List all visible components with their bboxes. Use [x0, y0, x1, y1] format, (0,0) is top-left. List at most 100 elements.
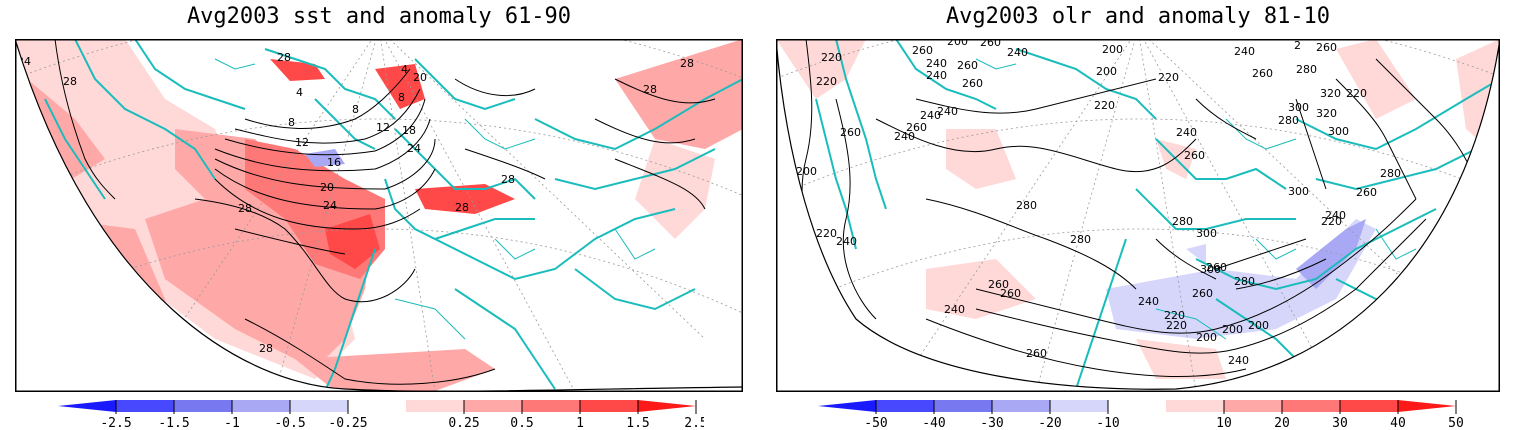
coastlines: [44, 39, 743, 392]
olr-colorbar-color-bin: [1282, 400, 1340, 412]
anomaly-region: [776, 39, 866, 99]
sst-colorbar-tick-label: 1: [576, 416, 584, 430]
sst-colorbar-tick-label: -0.25: [328, 416, 367, 430]
olr-colorbar-tick-label: -40: [922, 416, 945, 430]
contour-label: 220: [1094, 99, 1115, 112]
contour-label: 4: [296, 86, 303, 99]
contour-label: 200: [1096, 65, 1117, 78]
sst-colorbar-color-bin: [348, 400, 406, 412]
olr-colorbar: -50 -40 -30 -20 -10 10 20 30 40 50: [818, 400, 1464, 430]
sst-contours: [15, 39, 716, 385]
anomaly-region: [295, 349, 495, 391]
sst-colorbar-arrow-high: [638, 400, 696, 412]
contour-label: 260: [1184, 149, 1205, 162]
sst-colorbar-tick-label: 0.25: [448, 416, 479, 430]
contour-label: 200: [947, 39, 968, 48]
olr-colorbar-color-bin: [1224, 400, 1282, 412]
contour-label: 200: [1102, 43, 1123, 56]
anomaly-region: [375, 64, 425, 109]
contour-label: 260: [1356, 186, 1377, 199]
sst-anomaly-map: 24 28 28 28 4 4 8 8 8 12 12 16 20 24 28 …: [15, 39, 743, 392]
sst-colorbar-tick-label: 2.5: [684, 416, 704, 430]
contour-label: 240: [1007, 46, 1028, 59]
contour-label: 24: [407, 142, 421, 155]
sst-colorbar-arrow-low: [58, 400, 116, 412]
olr-colorbar-color-bin: [1108, 400, 1166, 412]
contour-label: 20: [413, 71, 427, 84]
sst-contour-labels: 24 28 28 28 4 4 8 8 8 12 12 16 20 24 28 …: [17, 51, 694, 355]
sst-colorbar-color-bin: [464, 400, 522, 412]
sst-colorbar-tick-label: -2.5: [100, 416, 131, 430]
contour-label: 8: [288, 116, 295, 129]
contour-label: 220: [821, 51, 842, 64]
anomaly-region: [1296, 219, 1366, 289]
contour-label: 240: [1138, 295, 1159, 308]
olr-colorbar-tick-label: -10: [1096, 416, 1119, 430]
right-map-title: Avg2003 olr and anomaly 81-10: [945, 4, 1331, 29]
contour-label: 240: [1234, 45, 1255, 58]
contour-label: 260: [1000, 287, 1021, 300]
anomaly-region: [1186, 244, 1206, 264]
left-map-title: Avg2003 sst and anomaly 61-90: [186, 4, 572, 29]
contour-label: 28: [238, 202, 252, 215]
contour-label: 300: [1196, 227, 1217, 240]
olr-colorbar-tick-label: -50: [864, 416, 887, 430]
sst-colorbar-tick-label: -0.5: [274, 416, 305, 430]
contour-label: 240: [937, 105, 958, 118]
contour-label: 260: [906, 121, 927, 134]
contour-label: 280: [1016, 199, 1037, 212]
contour-label: 300: [1288, 185, 1309, 198]
contour-label: 2: [1294, 39, 1301, 52]
contour-label: 28: [501, 173, 515, 186]
olr-colorbar-tick-label: 20: [1274, 416, 1290, 430]
olr-anomaly-map: 220 260 200 240 260 200 240 260 2 260 24…: [776, 39, 1500, 392]
anomaly-region: [145, 129, 375, 369]
anomaly-region: [946, 129, 1016, 189]
contour-label: 260: [1206, 261, 1227, 274]
contour-label: 8: [352, 103, 359, 116]
contour-label: 220: [1166, 319, 1187, 332]
sst-colorbar-color-bin: [580, 400, 638, 412]
contour-label: 220: [816, 227, 837, 240]
contour-label: 260: [988, 278, 1009, 291]
sst-colorbar: -2.5 -1.5 -1 -0.5 -0.25 0.25 0.5 1 1.5 2.5: [58, 400, 704, 430]
olr-colorbar-color-bin: [876, 400, 934, 412]
contour-label: 240: [926, 69, 947, 82]
contour-label: 320: [1316, 107, 1337, 120]
anomaly-region: [415, 184, 515, 214]
olr-contours: [801, 39, 1477, 377]
olr-colorbar-tick-label: -30: [980, 416, 1003, 430]
contour-label: 280: [1172, 215, 1193, 228]
sst-colorbar-color-bin: [406, 400, 464, 412]
sst-colorbar-color-bin: [116, 400, 174, 412]
contour-label: 260: [980, 39, 1001, 49]
sst-colorbar-color-bin: [290, 400, 348, 412]
sst-colorbar-tick-label: 1.5: [626, 416, 649, 430]
contour-label: 260: [1252, 67, 1273, 80]
contour-label: 260: [912, 44, 933, 57]
contour-label: 200: [1196, 331, 1217, 344]
contour-label: 240: [1176, 126, 1197, 139]
contour-label: 28: [277, 51, 291, 64]
anomaly-region: [305, 149, 345, 167]
contour-label: 28: [63, 75, 77, 88]
contour-label: 240: [1325, 209, 1346, 222]
olr-colorbar-color-bin: [934, 400, 992, 412]
coastlines: [815, 39, 1500, 390]
sst-colorbar-color-bin: [232, 400, 290, 412]
contour-label: 12: [295, 136, 309, 149]
contour-label: 320: [1320, 87, 1341, 100]
contour-label: 260: [840, 126, 861, 139]
contour-label: 260: [1026, 347, 1047, 360]
contour-label: 220: [1321, 215, 1342, 228]
contour-label: 260: [1316, 41, 1337, 54]
contour-label: 28: [680, 57, 694, 70]
contour-label: 280: [1234, 275, 1255, 288]
contour-label: 240: [894, 130, 915, 143]
contour-label: 220: [1158, 71, 1179, 84]
olr-colorbar-tick-label: 30: [1332, 416, 1348, 430]
contour-label: 260: [1192, 287, 1213, 300]
contour-label: 16: [327, 156, 341, 169]
contour-label: 28: [455, 201, 469, 214]
sst-colorbar-color-bin: [174, 400, 232, 412]
